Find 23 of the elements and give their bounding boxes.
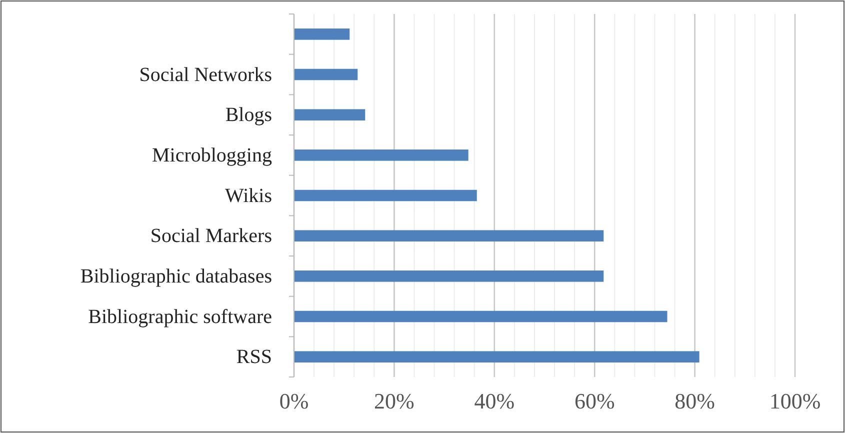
x-tick-label: 80% bbox=[674, 388, 715, 414]
y-tick-label: RSS bbox=[236, 346, 272, 368]
bar bbox=[294, 351, 700, 362]
y-tick-label: Bibliographic software bbox=[88, 306, 272, 328]
x-tick-label: 20% bbox=[374, 388, 414, 414]
bar bbox=[294, 28, 350, 40]
bar bbox=[294, 109, 366, 120]
bar bbox=[294, 230, 604, 242]
x-tick-label: 60% bbox=[574, 388, 615, 414]
y-tick-label: Blogs bbox=[225, 104, 272, 126]
bar bbox=[294, 150, 468, 161]
y-tick-label: Microblogging bbox=[152, 144, 272, 167]
x-tick-label: 0% bbox=[279, 388, 309, 414]
bar bbox=[294, 310, 668, 322]
bar bbox=[294, 190, 477, 202]
x-tick-label: 100% bbox=[769, 388, 821, 414]
y-tick-label: Bibliographic databases bbox=[80, 266, 272, 288]
y-tick-label: Social Networks bbox=[139, 64, 272, 86]
x-tick-label: 40% bbox=[474, 388, 515, 414]
y-tick-label: Social Markers bbox=[150, 225, 272, 248]
y-tick-label: Wikis bbox=[225, 184, 272, 207]
bar bbox=[294, 270, 604, 282]
bar bbox=[294, 68, 358, 80]
